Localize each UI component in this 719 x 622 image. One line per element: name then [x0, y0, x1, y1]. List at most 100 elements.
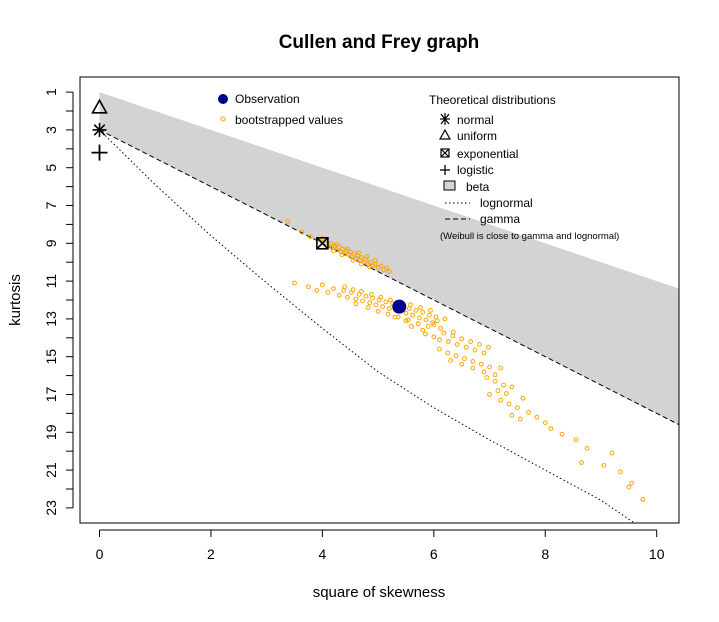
bootstrap-point: [353, 301, 359, 307]
chart-title: Cullen and Frey graph: [279, 32, 480, 53]
gamma-line: [99, 129, 679, 426]
y-axis-label: kurtosis: [7, 274, 24, 326]
bootstrap-point: [454, 342, 460, 347]
plus-icon: [440, 165, 450, 175]
bootstrap-point: [356, 250, 362, 256]
bootstrap-point: [372, 257, 378, 263]
bootstrap-point: [408, 302, 413, 308]
bootstrap-point: [448, 358, 453, 363]
bootstrap-point: [492, 378, 498, 384]
bootstrap-point: [481, 350, 487, 356]
legend-observation-label: Observation: [235, 92, 300, 106]
bootstrap-point: [314, 288, 320, 293]
bootstrap-point: [333, 241, 339, 247]
bootstrap-point: [383, 299, 389, 305]
legend-logistic-label: logistic: [457, 163, 494, 177]
bootstrap-point: [509, 384, 515, 390]
bootstrap-point: [325, 290, 331, 295]
exponential-marker: [316, 237, 329, 250]
bootstrap-point: [367, 259, 373, 265]
bootstrap-point: [380, 304, 385, 310]
y-tick-label: 23: [43, 500, 59, 516]
boxed-x-icon: [440, 148, 450, 158]
bootstrap-point: [462, 356, 467, 361]
bootstrap-point: [526, 410, 531, 415]
bootstrap-point: [437, 337, 442, 343]
bootstrap-point: [509, 412, 515, 418]
beta-region: [99, 92, 679, 425]
bootstrap-point: [406, 306, 412, 311]
bootstrap-point: [431, 334, 437, 340]
x-axis: 0 2 4 6 8 10: [96, 529, 665, 562]
bootstrap-point: [463, 344, 469, 350]
bootstrap-point: [364, 254, 370, 259]
bootstrap-point: [559, 431, 565, 437]
x-tick-label: 2: [207, 546, 215, 562]
bootstrap-point: [386, 269, 392, 275]
plot-area: [91, 92, 679, 523]
bootstrap-point: [367, 264, 373, 270]
bootstrap-point: [498, 365, 504, 371]
bootstrap-point: [492, 372, 498, 378]
bootstrap-point: [409, 324, 414, 329]
bootstrap-point: [438, 325, 443, 331]
y-tick-label: 21: [43, 462, 59, 478]
bootstrap-point: [433, 314, 439, 320]
bootstrap-point: [498, 397, 504, 403]
bootstrap-point: [487, 392, 492, 397]
x-axis-label: square of skewness: [313, 584, 446, 601]
y-tick-label: 17: [43, 386, 59, 402]
bootstrap-point: [441, 330, 447, 336]
bootstrap-point: [350, 257, 356, 263]
bootstrap-point: [445, 339, 451, 344]
bootstrap-point: [387, 297, 393, 303]
legend-bootstrap-marker: [220, 116, 226, 122]
bootstrap-point: [484, 375, 490, 380]
lognormal-curve: [99, 129, 635, 523]
bootstrap-point: [363, 256, 369, 262]
bootstrap-point: [573, 437, 579, 443]
bootstrap-point: [517, 416, 523, 422]
bootstrap-point: [640, 496, 646, 502]
bootstrap-point: [378, 294, 384, 300]
y-tick-label: 3: [43, 126, 59, 134]
bootstrap-point: [410, 312, 416, 318]
normal-marker: [92, 122, 107, 137]
bootstrap-point: [415, 321, 421, 327]
legend-observation-marker: [218, 94, 228, 104]
triangle-icon: [438, 128, 452, 140]
bootstrap-point: [434, 318, 440, 324]
beta-swatch-icon: [443, 180, 456, 191]
bootstrap-point: [350, 287, 356, 293]
bootstrap-point: [442, 316, 448, 322]
x-tick-label: 8: [541, 546, 549, 562]
bootstrap-point: [331, 248, 336, 254]
bootstrap-point: [353, 296, 359, 302]
bootstrap-point: [403, 318, 409, 324]
uniform-marker: [91, 98, 108, 114]
bootstrap-point: [345, 294, 350, 300]
bootstrap-point: [520, 395, 526, 401]
plot-frame: [79, 76, 680, 524]
bootstrap-point: [358, 289, 364, 294]
bootstrap-point: [542, 420, 548, 426]
bootstrap-point: [413, 307, 419, 313]
bootstrap-point: [548, 426, 554, 431]
y-tick-label: 7: [43, 201, 59, 209]
y-tick-label: 11: [43, 274, 59, 289]
bootstrap-point: [356, 291, 362, 297]
bootstrap-point: [340, 246, 345, 252]
bootstrap-point: [459, 336, 465, 342]
legend-lognormal-label: lognormal: [480, 196, 533, 210]
bootstrap-point: [360, 298, 365, 304]
bootstrap-point: [331, 286, 336, 292]
bootstrap-point: [373, 302, 379, 308]
bootstrap-point: [386, 306, 392, 311]
bootstrap-point: [363, 293, 369, 299]
y-tick-label: 9: [43, 239, 59, 247]
bootstrap-point: [299, 229, 305, 235]
bootstrap-point: [584, 445, 590, 451]
legend-observations: Observation bootstrapped values: [218, 92, 343, 127]
